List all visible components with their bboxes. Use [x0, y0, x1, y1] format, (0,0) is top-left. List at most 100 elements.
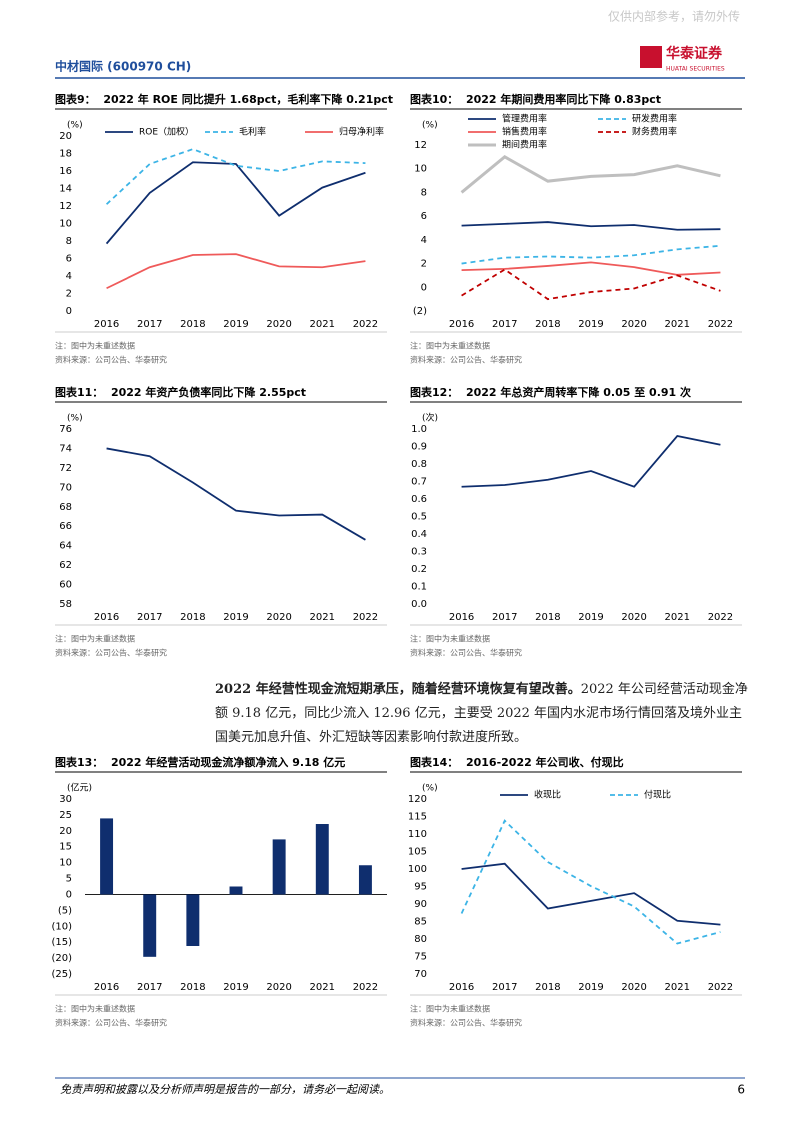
x-tick-label: 2021	[310, 319, 335, 330]
unit-label: (亿元)	[67, 782, 92, 794]
legend-label: 收现比	[534, 789, 561, 801]
logo-mark	[640, 46, 662, 68]
x-tick-label: 2019	[223, 319, 248, 330]
x-tick-label: 2022	[353, 319, 378, 330]
x-tick-label: 2021	[310, 612, 335, 623]
chart-note: 注：图中为未重述数据	[55, 634, 135, 644]
x-tick-label: 2019	[223, 612, 248, 623]
y-tick-label: 58	[59, 599, 72, 610]
series-line	[105, 161, 366, 245]
series-line	[461, 244, 721, 265]
y-tick-label: 0.5	[411, 512, 427, 523]
y-tick-label: 0.8	[411, 459, 427, 470]
y-tick-label: 0	[421, 282, 427, 293]
chart-source: 资料来源：公司公告、华泰研究	[410, 648, 522, 658]
x-tick-label: 2020	[621, 612, 646, 623]
legend-label: 付现比	[644, 789, 671, 801]
x-tick-label: 2020	[621, 319, 646, 330]
bar	[143, 894, 157, 957]
y-tick-label: 0	[66, 306, 72, 317]
y-tick-label: 25	[59, 810, 72, 821]
chart-source: 资料来源：公司公告、华泰研究	[410, 355, 522, 365]
x-tick-label: 2021	[665, 319, 690, 330]
chart-title: 图表14： 2016-2022 年公司收、付现比	[410, 755, 624, 769]
chart-source: 资料来源：公司公告、华泰研究	[55, 1018, 167, 1028]
y-tick-label: 30	[59, 794, 72, 805]
bar	[315, 824, 329, 895]
y-tick-label: 2	[66, 289, 72, 300]
y-tick-label: 0.3	[411, 547, 427, 558]
paragraph-body: 2022 年公司经营活动现金净额 9.18 亿元，同比少流入 12.96 亿元，…	[215, 682, 748, 745]
logo-text: 华泰证券	[666, 45, 723, 62]
legend-label: 归母净利率	[339, 126, 384, 138]
chart-source: 资料来源：公司公告、华泰研究	[410, 1018, 522, 1028]
y-tick-label: 115	[408, 812, 427, 823]
y-tick-label: 5	[66, 874, 72, 885]
x-tick-label: 2017	[492, 982, 517, 993]
x-tick-label: 2016	[449, 982, 474, 993]
chart-note: 注：图中为未重述数据	[55, 1004, 135, 1014]
y-tick-label: 16	[59, 166, 72, 177]
legend-label: 期间费用率	[502, 139, 547, 151]
y-tick-label: 10	[59, 219, 72, 230]
x-tick-label: 2017	[492, 612, 517, 623]
unit-label: (%)	[422, 784, 438, 794]
bar	[358, 865, 372, 895]
bar	[229, 886, 243, 895]
y-tick-label: 4	[421, 235, 427, 246]
y-tick-label: 90	[414, 899, 427, 910]
x-tick-label: 2018	[180, 982, 205, 993]
y-tick-label: 20	[59, 131, 72, 142]
x-tick-label: 2016	[94, 982, 119, 993]
series-line	[460, 819, 721, 945]
x-tick-label: 2021	[665, 982, 690, 993]
logo-text-en: HUATAI SECURITIES	[666, 66, 725, 73]
series-line	[106, 447, 366, 541]
bar	[100, 818, 114, 895]
series-line	[460, 155, 721, 194]
y-tick-label: 15	[59, 842, 72, 853]
legend-label: 销售费用率	[502, 126, 547, 138]
y-tick-label: 64	[59, 541, 72, 552]
y-tick-label: 1.0	[411, 424, 427, 435]
x-tick-label: 2016	[449, 612, 474, 623]
y-tick-label: 0.6	[411, 494, 427, 505]
unit-label: (%)	[422, 121, 438, 131]
x-tick-label: 2019	[223, 982, 248, 993]
x-tick-label: 2018	[180, 612, 205, 623]
chart-title: 图表10： 2022 年期间费用率同比下降 0.83pct	[410, 92, 661, 106]
y-tick-label: 110	[408, 829, 427, 840]
y-tick-label: 8	[66, 236, 72, 247]
y-tick-label: 85	[414, 917, 427, 928]
y-tick-label: 12	[414, 140, 427, 151]
x-tick-label: 2019	[578, 319, 603, 330]
y-tick-label: 62	[59, 560, 72, 571]
unit-label: (%)	[67, 414, 83, 424]
y-tick-label: 70	[59, 482, 72, 493]
series-line	[105, 148, 366, 205]
y-tick-label: (25)	[51, 969, 72, 980]
chart-source: 资料来源：公司公告、华泰研究	[55, 355, 167, 365]
y-tick-label: 100	[408, 864, 427, 875]
y-tick-label: 8	[421, 187, 427, 198]
chart-title: 图表9： 2022 年 ROE 同比提升 1.68pct，毛利率下降 0.21p…	[55, 92, 393, 106]
series-line	[461, 221, 721, 231]
x-tick-label: 2022	[708, 612, 733, 623]
y-tick-label: 2	[421, 259, 427, 270]
x-tick-label: 2016	[94, 319, 119, 330]
y-tick-label: 0.4	[411, 529, 427, 540]
x-tick-label: 2017	[137, 319, 162, 330]
bar	[186, 894, 200, 946]
x-tick-label: 2021	[665, 612, 690, 623]
y-tick-label: (2)	[413, 306, 427, 317]
series-line	[461, 435, 721, 488]
y-tick-label: 0.7	[411, 477, 427, 488]
y-tick-label: 70	[414, 969, 427, 980]
y-tick-label: 75	[414, 952, 427, 963]
y-tick-label: 0	[66, 889, 72, 900]
x-tick-label: 2022	[353, 612, 378, 623]
chart-note: 注：图中为未重述数据	[55, 341, 135, 351]
x-tick-label: 2020	[621, 982, 646, 993]
y-tick-label: 10	[59, 858, 72, 869]
